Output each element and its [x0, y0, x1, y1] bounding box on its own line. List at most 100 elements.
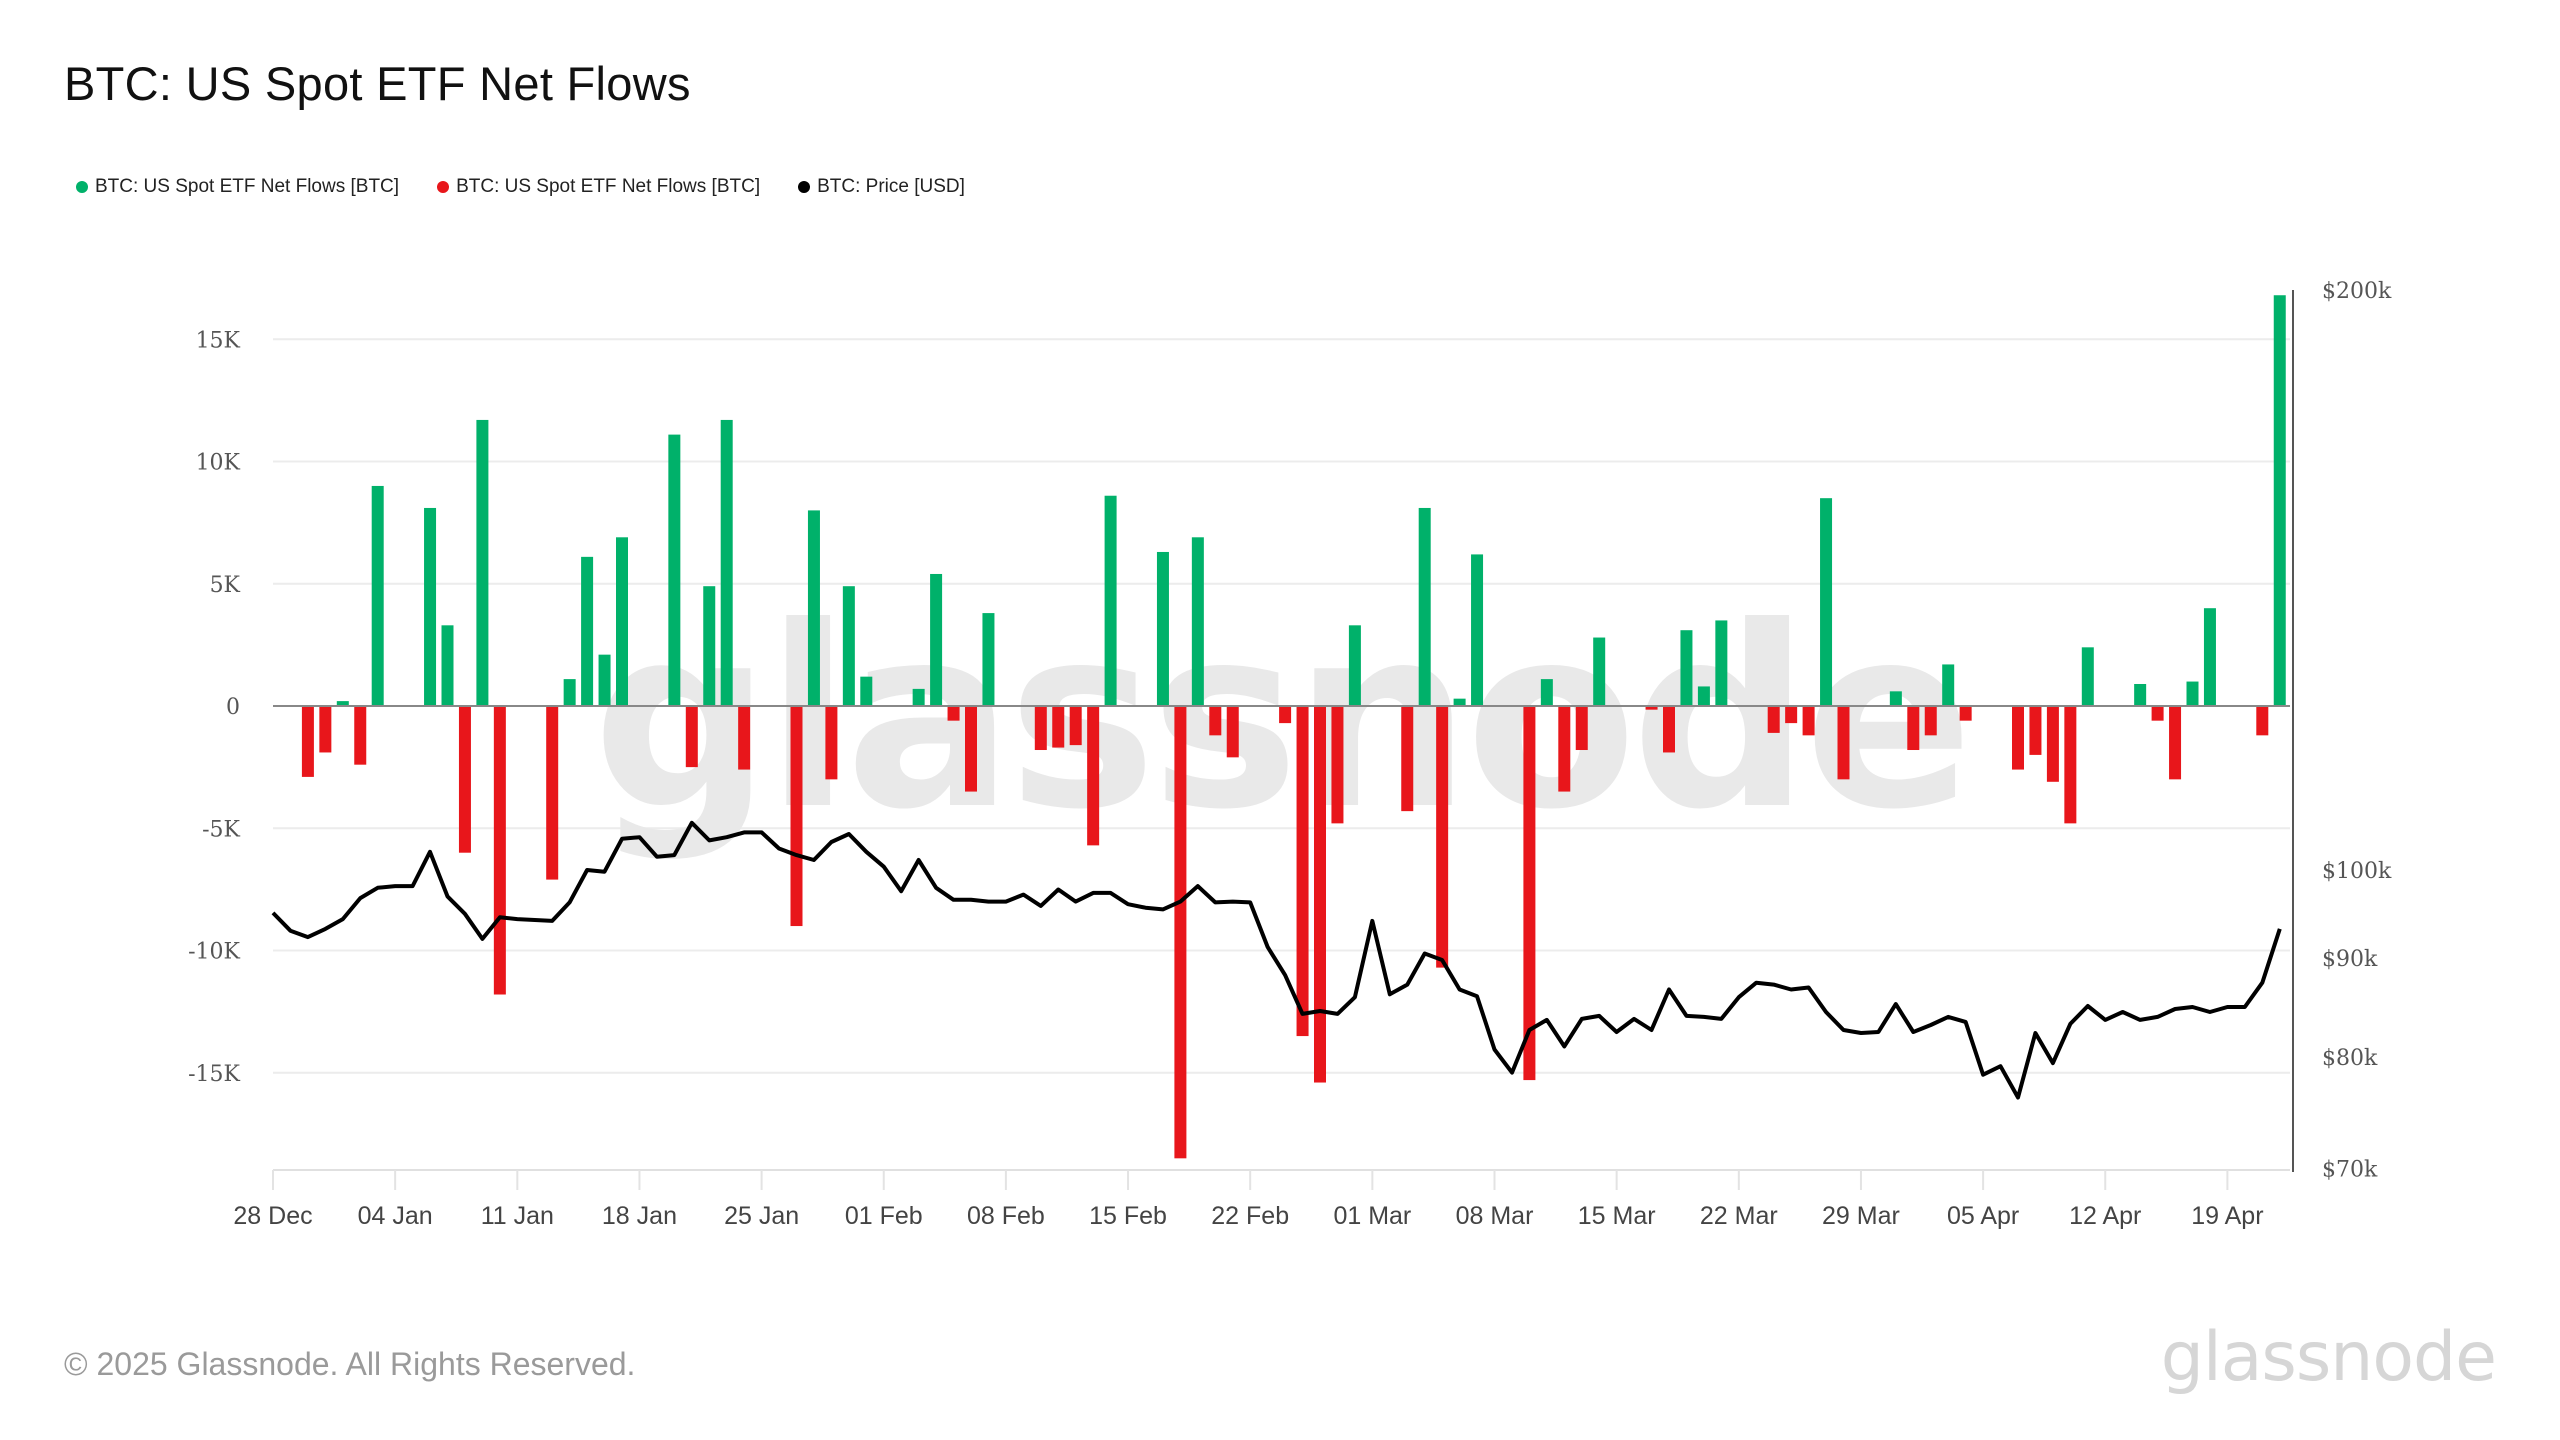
outflow-bar [493, 706, 506, 995]
outflow-bar [1837, 706, 1850, 780]
outflow-bar [1052, 706, 1065, 748]
left-axis-tick-label: -15K [188, 1062, 240, 1087]
inflow-bar [930, 573, 943, 706]
inflow-bar [336, 701, 349, 706]
outflow-bar [790, 706, 803, 927]
inflow-bar [1453, 698, 1466, 706]
inflow-bar [1191, 537, 1204, 706]
outflow-bar [1331, 706, 1344, 824]
inflow-bar [1715, 620, 1728, 706]
outflow-bar [2256, 706, 2269, 736]
outflow-bar [1174, 706, 1187, 1159]
outflow-bar [1296, 706, 1309, 1037]
outflow-bar [1436, 706, 1449, 968]
left-axis-tick-label: -5K [202, 817, 240, 842]
inflow-bar [563, 679, 576, 706]
inflow-bar [616, 537, 628, 706]
outflow-bar [1087, 706, 1100, 846]
inflow-bar [842, 586, 855, 706]
left-axis: 15K 10K 5K 0 -5K -10K -15K [188, 328, 240, 1087]
x-tick-label: 22 Mar [1700, 1202, 1778, 1230]
inflow-bar [371, 485, 384, 706]
outflow-bar [1575, 706, 1588, 751]
glassnode-logo: glassnode [2160, 1318, 2497, 1397]
legend-item-inflows[interactable]: BTC: US Spot ETF Net Flows [BTC] [76, 176, 399, 198]
x-tick-label: 01 Feb [845, 1202, 923, 1230]
inflow-bar [1348, 625, 1361, 706]
price-line [271, 820, 2282, 1100]
inflow-bar [2203, 608, 2216, 706]
x-tick-label: 25 Jan [724, 1202, 799, 1230]
inflow-bar [2134, 683, 2147, 706]
inflow-bar [982, 613, 995, 706]
legend-label: BTC: US Spot ETF Net Flows [BTC] [95, 176, 400, 197]
inflow-bar [703, 586, 716, 706]
legend-label: BTC: US Spot ETF Net Flows [BTC] [456, 176, 761, 197]
right-axis: $200k $100k $90k $80k $70k [2322, 279, 2392, 1183]
outflow-bar [546, 706, 559, 880]
outflow-bar [1924, 706, 1937, 736]
outflow-bar [2012, 706, 2024, 770]
inflow-bar [424, 507, 437, 706]
left-axis-tick-label: 5K [210, 573, 241, 598]
outflow-bar [825, 706, 838, 780]
legend-dot-black-icon [798, 181, 811, 193]
outflow-bar [947, 706, 960, 721]
left-axis-tick-label: 10K [196, 451, 241, 476]
outflow-bar [1069, 706, 1082, 746]
outflow-bar [2064, 706, 2077, 824]
outflow-bar [738, 706, 751, 770]
right-axis-tick-label: $100k [2322, 859, 2392, 884]
inflow-bar [1540, 679, 1553, 706]
x-tick-label: 12 Apr [2069, 1202, 2141, 1230]
right-axis-tick-label: $70k [2322, 1158, 2378, 1183]
legend: BTC: US Spot ETF Net Flows [BTC] BTC: US… [76, 176, 965, 198]
flow-bars [301, 295, 2286, 1159]
inflow-bar [441, 625, 454, 706]
outflow-bar [2029, 706, 2042, 755]
outflow-bar [1558, 706, 1571, 792]
chart-title: BTC: US Spot ETF Net Flows [64, 57, 691, 110]
outflow-bar [1645, 706, 1658, 710]
outflow-bar [965, 706, 977, 792]
x-tick-label: 05 Apr [1947, 1202, 2019, 1230]
inflow-bar [2186, 681, 2199, 706]
left-axis-tick-label: 15K [196, 328, 241, 353]
outflow-bar [685, 706, 698, 768]
legend-dot-red-icon [437, 181, 450, 193]
inflow-bar [1889, 691, 1902, 706]
left-axis-tick-label: -10K [188, 940, 240, 965]
outflow-bar [1523, 706, 1536, 1081]
inflow-bar [2081, 647, 2094, 706]
outflow-bar [1802, 706, 1815, 736]
x-tick-label: 15 Mar [1578, 1202, 1656, 1230]
x-tick-label: 11 Jan [481, 1202, 554, 1230]
outflow-bar [1279, 706, 1292, 724]
inflow-bar [1820, 498, 1833, 706]
outflow-bar [1226, 706, 1239, 758]
outflow-bar [1767, 706, 1780, 733]
inflow-bar [1471, 554, 1484, 706]
legend-item-price[interactable]: BTC: Price [USD] [798, 176, 965, 198]
outflow-bar [354, 706, 367, 765]
inflow-bar [1680, 630, 1693, 706]
legend-item-outflows[interactable]: BTC: US Spot ETF Net Flows [BTC] [437, 176, 760, 198]
outflow-bar [1663, 706, 1675, 753]
inflow-bar [1593, 637, 1606, 706]
x-tick-label: 22 Feb [1211, 1202, 1289, 1230]
inflow-bar [1104, 495, 1117, 706]
outflow-bar [1034, 706, 1047, 751]
x-axis: 28 Dec 04 Jan 11 Jan 18 Jan 25 Jan 01 Feb 08 F… [233, 1169, 2290, 1230]
inflow-bar [860, 676, 873, 706]
copyright-text: © 2025 Glassnode. All Rights Reserved. [64, 1346, 636, 1382]
inflow-bar [1697, 686, 1710, 706]
inflow-bar [1418, 507, 1431, 706]
x-tick-label: 15 Feb [1089, 1202, 1167, 1230]
right-axis-tick-label: $90k [2322, 947, 2378, 972]
left-axis-tick-label: 0 [226, 695, 240, 720]
outflow-bar [1785, 706, 1798, 724]
inflow-bar [720, 419, 733, 706]
outflow-bar [1314, 706, 1326, 1083]
x-tick-label: 04 Jan [358, 1202, 433, 1230]
